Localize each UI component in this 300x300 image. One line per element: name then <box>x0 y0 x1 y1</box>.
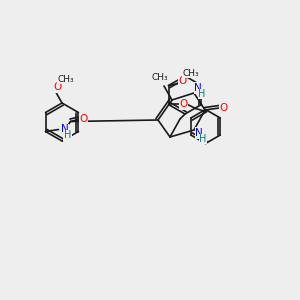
Text: H: H <box>198 89 206 99</box>
Text: N: N <box>61 124 68 134</box>
Text: O: O <box>220 103 228 113</box>
Text: O: O <box>80 115 88 124</box>
Text: H: H <box>199 134 207 144</box>
Text: CH₃: CH₃ <box>152 74 168 82</box>
Text: O: O <box>53 82 61 92</box>
Text: CH₃: CH₃ <box>182 69 199 78</box>
Text: N: N <box>195 128 203 138</box>
Text: O: O <box>178 76 187 85</box>
Text: O: O <box>179 100 188 110</box>
Text: H: H <box>64 130 71 140</box>
Text: N: N <box>194 83 202 93</box>
Text: CH₃: CH₃ <box>58 74 74 83</box>
